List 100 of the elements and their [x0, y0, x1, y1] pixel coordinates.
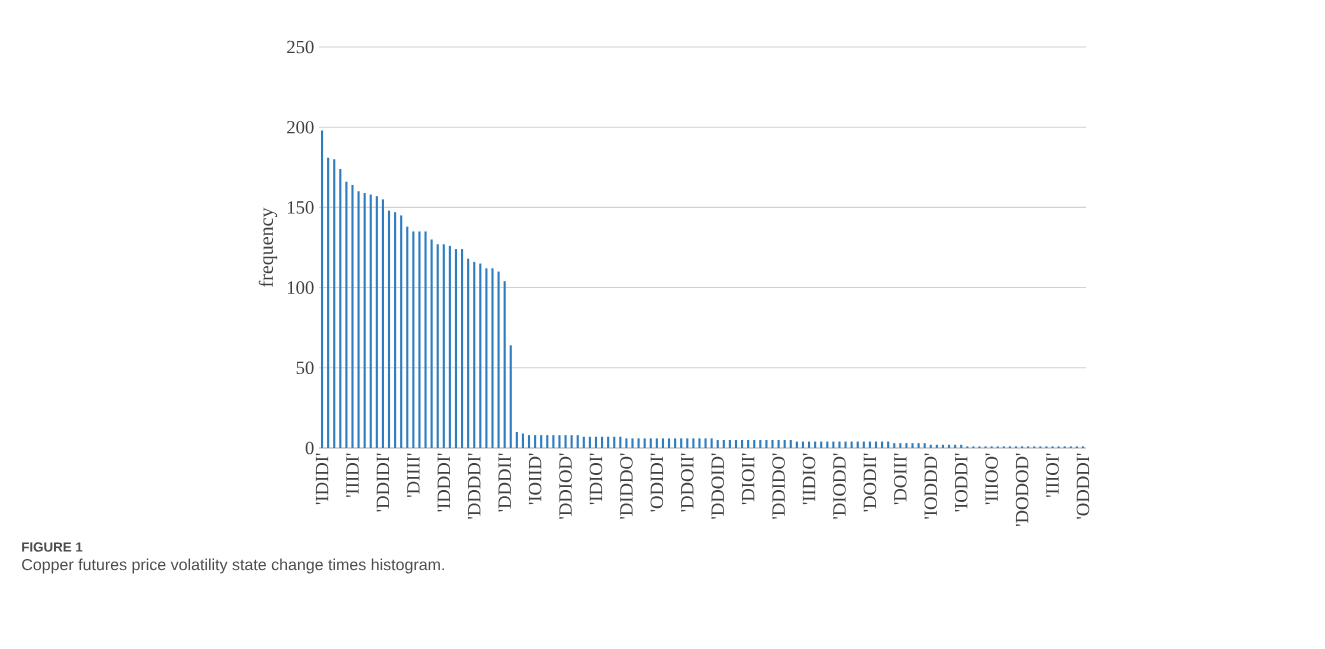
x-tick-label: 'IDIOI': [589, 453, 603, 505]
bar: [893, 443, 896, 448]
bar: [576, 435, 579, 448]
bar: [655, 438, 658, 448]
y-tick-label: 150: [287, 201, 314, 214]
bar: [643, 438, 646, 448]
bar: [430, 239, 433, 448]
bar: [625, 438, 628, 448]
x-tick-label: 'ODDDI': [1076, 453, 1090, 519]
bar: [728, 439, 731, 448]
bar: [783, 439, 786, 448]
x-tick-label: 'DIIII': [407, 453, 420, 497]
bar: [649, 438, 652, 448]
x-tick-label: 'DDIDO': [772, 453, 785, 519]
bar: [594, 436, 598, 448]
bar: [375, 196, 378, 448]
x-tick-label: 'IOIID': [528, 453, 542, 505]
bar: [905, 443, 908, 448]
bar: [667, 438, 671, 448]
bar: [637, 438, 640, 448]
x-tick-label: 'DOIII': [894, 453, 907, 505]
bar: [333, 159, 336, 448]
bar: [704, 438, 707, 448]
x-tick-label: 'DODOD': [1015, 453, 1029, 527]
x-tick-label: 'DDIDI': [376, 453, 390, 512]
bar: [923, 443, 926, 448]
bar: [503, 281, 506, 448]
x-tick-label: 'DDOID': [711, 453, 724, 519]
bar: [424, 231, 427, 448]
bar: [674, 438, 677, 448]
bar: [467, 258, 470, 448]
x-tick-label: 'ODIDI': [650, 453, 664, 512]
x-tick-label: 'IIIOO': [985, 453, 998, 505]
bar: [363, 192, 366, 448]
y-tick-label: 0: [305, 441, 314, 455]
bar: [771, 439, 774, 448]
bar: [558, 435, 561, 448]
x-tick-label: 'IIIDI': [346, 453, 359, 497]
bar: [911, 443, 914, 448]
bar: [710, 438, 713, 448]
bar: [759, 439, 762, 448]
x-tick-label: 'IODDD': [924, 453, 938, 519]
bar: [479, 263, 482, 448]
bar: [844, 441, 847, 448]
bar: [777, 439, 780, 448]
bar: [436, 244, 439, 448]
bar: [485, 268, 488, 448]
bar: [619, 436, 622, 448]
x-tick-label: 'DIODD': [833, 453, 846, 519]
y-tick-label: 100: [287, 281, 314, 294]
bar: [588, 436, 591, 448]
bar: [473, 261, 476, 448]
x-tick-label: 'DIDDO': [620, 453, 633, 519]
bar: [552, 435, 555, 448]
bar: [534, 435, 537, 448]
bar: [412, 231, 415, 448]
bar: [448, 245, 451, 448]
bar: [345, 181, 348, 448]
bar: [327, 157, 330, 448]
bar: [765, 439, 768, 448]
bar: [570, 435, 573, 448]
bar: [747, 439, 750, 448]
bar: [521, 433, 524, 448]
bar: [698, 438, 701, 448]
x-tick-label: 'DDDDI': [468, 453, 481, 519]
y-tick-label: 250: [287, 40, 314, 54]
bar: [899, 443, 902, 448]
x-tick-label: 'IIDIO': [802, 453, 816, 505]
bar: [400, 215, 403, 448]
x-tick-label: 'DDIOD': [559, 453, 572, 519]
bar: [716, 439, 719, 448]
bar: [680, 438, 683, 448]
bar: [394, 212, 397, 448]
bar: [387, 210, 391, 448]
bar: [753, 439, 756, 448]
bar: [692, 438, 695, 448]
bar: [406, 226, 409, 448]
x-tick-label: 'DODII': [863, 453, 877, 512]
bar: [515, 431, 518, 448]
y-tick-label: 50: [296, 361, 314, 375]
bar: [320, 130, 324, 448]
caption: FIGURE 1: [22, 542, 83, 552]
x-tick-label: 'IDIDI': [315, 453, 329, 505]
bar: [734, 439, 738, 448]
bar: [582, 436, 585, 448]
bar: [351, 184, 354, 448]
x-tick-label: 'DDDII': [498, 453, 511, 512]
bar: [381, 199, 384, 448]
bar: [527, 435, 531, 448]
bar: [491, 268, 494, 448]
text: Copper futures price volatility state change times histogram.: [22, 558, 444, 574]
bar: [607, 436, 610, 448]
bar: [741, 439, 744, 448]
bar: [540, 435, 543, 448]
bar: [722, 439, 725, 448]
bar: [686, 438, 689, 448]
x-tick-label: 'DIOII': [741, 453, 755, 505]
bar: [613, 436, 616, 448]
bar: [601, 436, 604, 448]
bar: [357, 191, 360, 448]
